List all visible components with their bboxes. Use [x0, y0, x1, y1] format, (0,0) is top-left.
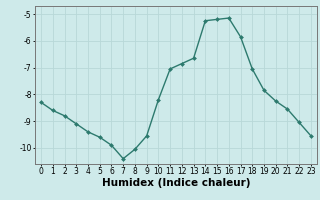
X-axis label: Humidex (Indice chaleur): Humidex (Indice chaleur) — [102, 178, 250, 188]
